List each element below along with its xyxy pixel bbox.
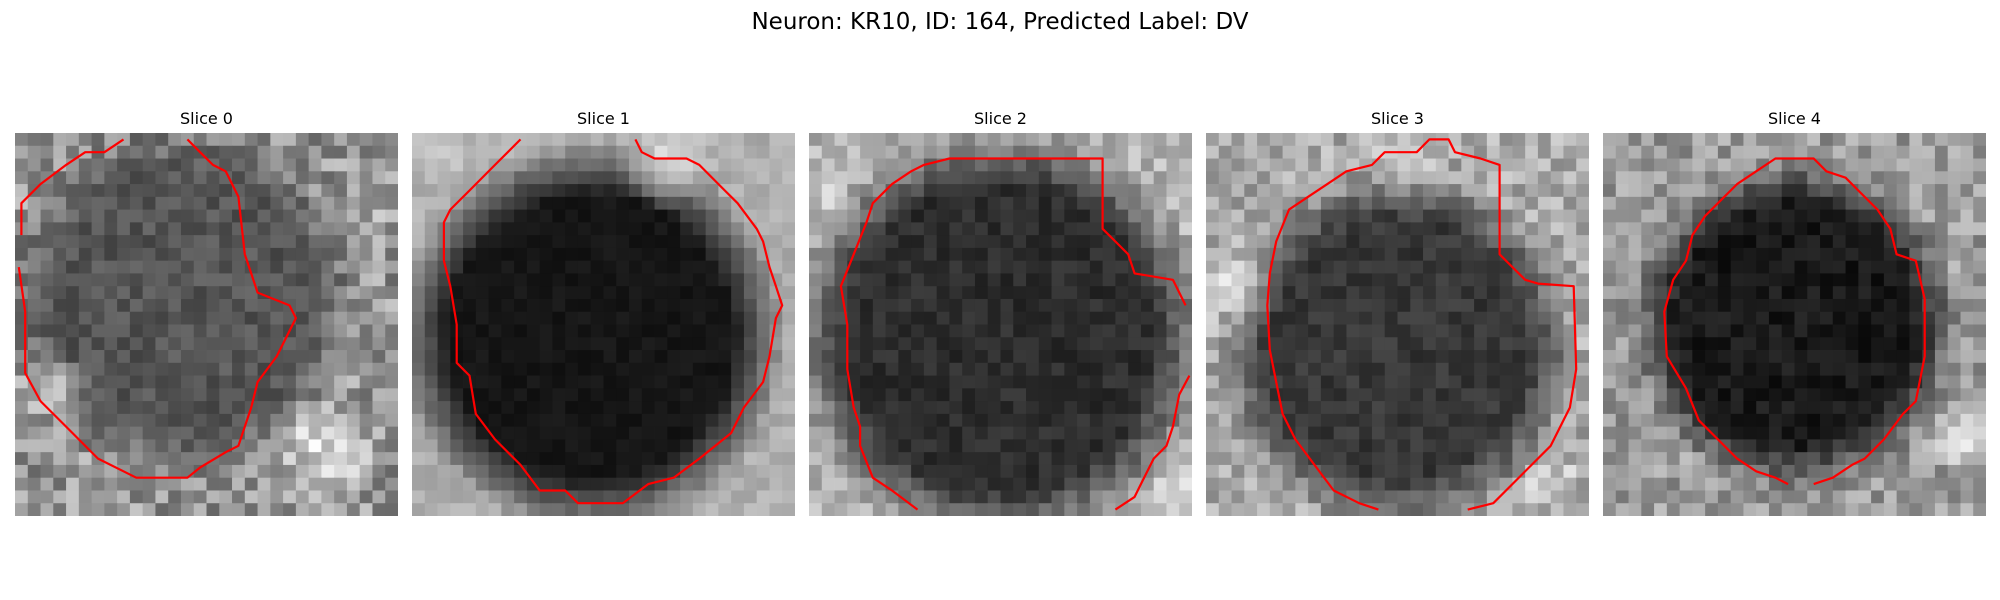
slice-image bbox=[809, 133, 1192, 516]
segmentation-contour bbox=[839, 157, 1187, 511]
slice-pixels bbox=[412, 133, 795, 516]
slice-image bbox=[1206, 133, 1589, 516]
slice-panel-4: Slice 4 bbox=[1603, 108, 1986, 520]
segmentation-contour bbox=[442, 138, 784, 505]
slice-title: Slice 3 bbox=[1371, 109, 1424, 128]
slice-panel-2: Slice 2 bbox=[809, 108, 1192, 520]
slice-title: Slice 2 bbox=[974, 109, 1027, 128]
segmentation-contour bbox=[1266, 138, 1578, 511]
slice-image bbox=[412, 133, 795, 516]
slice-title: Slice 0 bbox=[180, 109, 233, 128]
slice-image bbox=[15, 133, 398, 516]
slice-title: Slice 4 bbox=[1768, 109, 1821, 128]
slice-panel-0: Slice 0 bbox=[15, 108, 398, 520]
segmentation-contour bbox=[20, 138, 125, 236]
segmentation-contour bbox=[1663, 157, 1926, 486]
slice-pixels bbox=[1206, 133, 1589, 516]
slice-image bbox=[1603, 133, 1986, 516]
segmentation-contour bbox=[17, 138, 297, 479]
figure-title: Neuron: KR10, ID: 164, Predicted Label: … bbox=[751, 9, 1249, 35]
slice-pixels bbox=[1603, 133, 1986, 516]
slice-pixels bbox=[809, 133, 1192, 516]
segmentation-contour bbox=[1114, 375, 1191, 511]
slice-pixels bbox=[15, 133, 398, 516]
slice-panel-3: Slice 3 bbox=[1206, 108, 1589, 520]
slice-panel-1: Slice 1 bbox=[412, 108, 795, 520]
slice-title: Slice 1 bbox=[577, 109, 630, 128]
